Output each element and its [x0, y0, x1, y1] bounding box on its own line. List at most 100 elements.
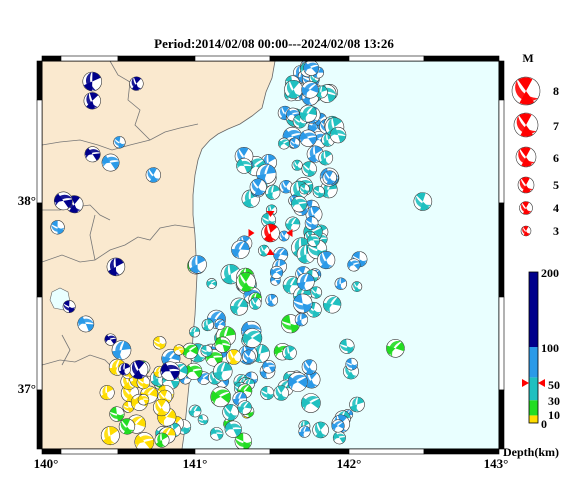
magnitude-label-6: 6 — [553, 151, 559, 165]
focal-mechanism — [291, 159, 303, 171]
focal-mechanism — [298, 425, 311, 438]
magnitude-label-4: 4 — [553, 201, 559, 215]
focal-mechanism — [349, 396, 365, 413]
focal-mechanism — [77, 315, 95, 333]
frame-segment — [36, 60, 43, 101]
focal-mechanism — [386, 339, 405, 358]
focal-mechanism — [413, 192, 433, 211]
focal-mechanism — [113, 136, 126, 149]
focal-mechanism — [188, 404, 202, 418]
frame-segment — [36, 389, 43, 450]
land-area — [42, 61, 276, 449]
focal-mechanism — [220, 264, 241, 285]
focal-mechanism — [351, 281, 363, 292]
focal-mechanism — [214, 318, 226, 330]
focal-mechanism — [299, 129, 317, 147]
focal-mechanism — [309, 286, 323, 299]
frame-segment — [348, 55, 425, 62]
frame-segment — [194, 55, 271, 62]
focal-mechanism — [279, 179, 293, 194]
frame-segment — [423, 448, 500, 455]
magnitude-label-8: 8 — [553, 84, 559, 98]
depth-tick-0: 0 — [541, 417, 547, 431]
focal-mechanism — [289, 137, 301, 149]
frame-segment — [60, 448, 119, 455]
focal-mechanism — [347, 258, 361, 272]
magnitude-legend-symbol-6 — [515, 146, 537, 168]
focal-mechanism — [318, 150, 334, 166]
focal-mechanism — [153, 398, 171, 417]
focal-mechanism — [222, 404, 239, 421]
focal-mechanism — [291, 195, 308, 213]
focal-mechanism — [82, 71, 103, 92]
focal-mechanism — [160, 361, 180, 381]
focal-mechanism — [154, 432, 170, 448]
focal-mechanism — [197, 414, 209, 426]
depth-band — [529, 347, 538, 378]
frame-segment — [36, 296, 43, 391]
focal-mechanism — [287, 371, 308, 392]
focal-mechanism — [101, 153, 120, 172]
focal-mechanism — [282, 345, 297, 361]
lat-tick-38: 38° — [18, 193, 36, 208]
magnitude-legend-symbol-3 — [520, 225, 532, 237]
focal-mechanism — [265, 184, 281, 200]
focal-mechanism — [241, 349, 256, 364]
focal-mechanism — [303, 61, 320, 76]
focal-mechanism — [137, 394, 150, 406]
lat-tick-37: 37° — [18, 381, 36, 396]
focal-mechanism — [322, 295, 342, 314]
depth-band — [529, 415, 538, 423]
focal-mechanism — [312, 421, 329, 439]
focal-mechanism — [345, 357, 358, 371]
focal-mechanism — [213, 361, 233, 382]
frame-segment — [194, 448, 271, 455]
focal-mechanism — [210, 386, 231, 408]
focal-mechanism — [129, 359, 149, 380]
focal-mechanism — [118, 418, 136, 435]
frame-segment — [348, 448, 425, 455]
focal-mechanism — [206, 278, 218, 289]
focal-mechanism — [273, 385, 289, 401]
focal-mechanism — [188, 255, 207, 274]
focal-mechanism — [304, 216, 319, 230]
frame-segment — [498, 389, 505, 450]
depth-colorbar: 200 100 50 30 10 0 Depth(km) — [503, 266, 560, 459]
map-frame-scale-bars — [36, 55, 505, 455]
focal-mechanism — [312, 185, 325, 198]
focal-mechanism — [134, 432, 155, 449]
focal-mechanism — [84, 146, 101, 163]
magnitude-legend-symbol-8 — [511, 76, 541, 106]
depth-band — [529, 272, 538, 347]
magnitude-label-3: 3 — [553, 224, 559, 238]
focal-mechanism — [331, 419, 345, 433]
focal-mechanism — [104, 333, 117, 346]
focal-mechanism — [294, 312, 309, 327]
lon-tick-141: 141° — [183, 456, 208, 471]
focal-mechanism — [200, 344, 213, 357]
frame-segment — [36, 202, 43, 298]
focal-mechanism — [83, 92, 101, 110]
focal-mechanism — [236, 157, 253, 174]
magnitude-label-7: 7 — [553, 119, 559, 133]
magnitude-legend-title: M — [522, 51, 533, 65]
frame-segment — [498, 296, 505, 391]
depth-band — [529, 377, 538, 401]
focal-mechanism — [301, 359, 318, 375]
frame-segment — [41, 55, 62, 62]
focal-mechanism — [249, 297, 262, 310]
focal-mechanism — [99, 385, 115, 401]
frame-segment — [498, 99, 505, 204]
depth-tick-10: 10 — [548, 408, 560, 422]
focal-mechanism — [237, 400, 252, 415]
focal-mechanism — [292, 293, 313, 314]
focal-mechanism — [152, 336, 167, 350]
focal-mechanism — [307, 233, 321, 247]
focal-mechanism — [62, 300, 76, 314]
magnitude-legend-symbol-7 — [513, 112, 539, 138]
focal-mechanism — [182, 342, 199, 360]
frame-segment — [117, 55, 196, 62]
focal-mechanism — [231, 240, 250, 259]
focal-mechanism — [225, 349, 242, 365]
